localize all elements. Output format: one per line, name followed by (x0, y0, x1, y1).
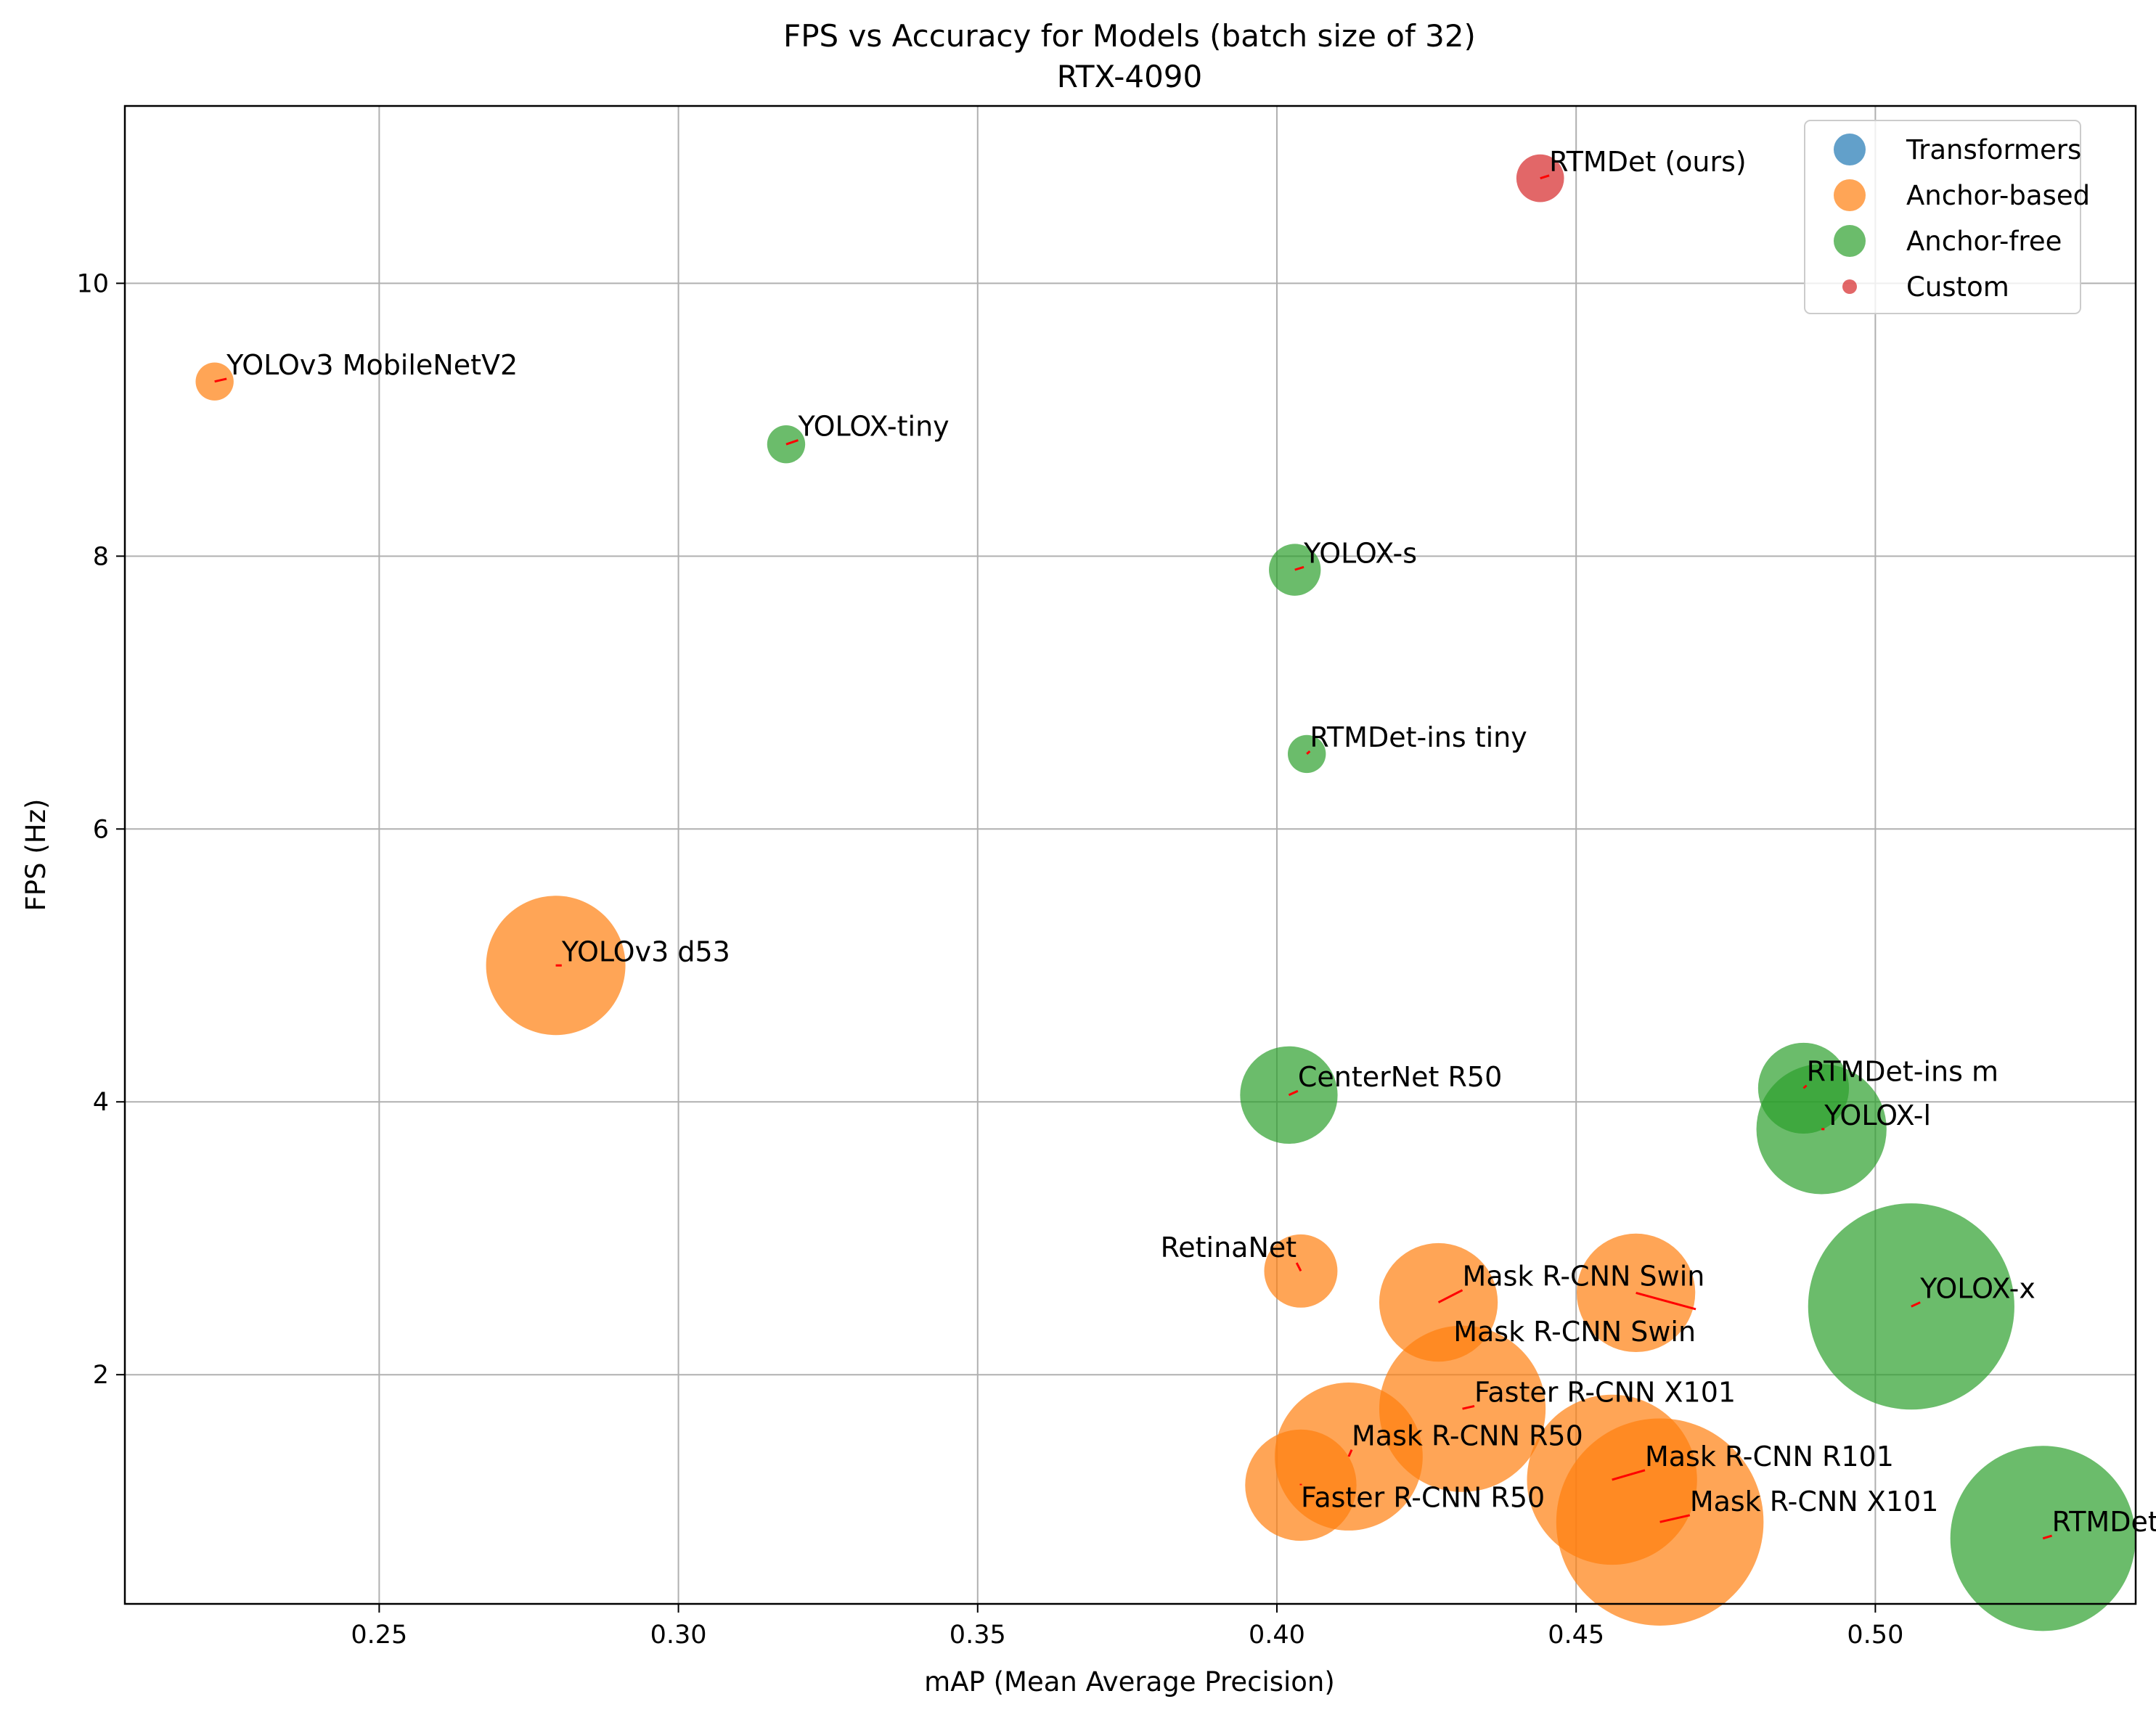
grid (125, 106, 2136, 1604)
label-leader (214, 377, 227, 383)
data-labels: YOLOv3 MobileNetV2 YOLOv3 d53 RetinaNet Mas… (214, 146, 2156, 1540)
point-yolox-s (1269, 544, 1321, 596)
chart-title: FPS vs Accuracy for Models (batch size o… (783, 18, 1476, 54)
label-rtmdet-ins-tiny: RTMDet-ins tiny (1310, 721, 1527, 753)
x-axis-label: mAP (Mean Average Precision) (924, 1666, 1335, 1698)
label-leader (1462, 1404, 1475, 1410)
legend-label-anchor-free: Anchor-free (1906, 226, 2062, 257)
label-leader (1612, 1469, 1646, 1481)
label-yolov3-mobilenetv2: YOLOv3 MobileNetV2 (226, 349, 518, 381)
label-leader (1306, 750, 1311, 755)
y-tick-label: 2 (93, 1361, 109, 1390)
point-retinanet (1264, 1234, 1338, 1308)
legend-marker-transformers (1834, 134, 1866, 165)
label-leader (1911, 1301, 1921, 1308)
y-tick-label: 4 (93, 1088, 109, 1117)
x-tick-label: 0.40 (1249, 1621, 1305, 1650)
label-leader (785, 439, 799, 446)
label-faster-r-cnn-r50: Faster R-CNN R50 (1301, 1482, 1545, 1514)
label-mask-r-cnn-swin: Mask R-CNN Swin (1463, 1261, 1705, 1293)
label-leader (2042, 1534, 2053, 1540)
axis-ticks: 0.25 0.30 0.35 0.40 0.45 0.50 2 4 6 8 10 (76, 269, 1903, 1650)
legend-marker-custom (1842, 279, 1857, 294)
legend-marker-anchor-based (1834, 179, 1866, 211)
label-yolox-l: YOLOX-l (1824, 1099, 1931, 1131)
label-leader (1288, 1089, 1299, 1097)
label-yolox-x: YOLOX-x (1919, 1273, 2035, 1305)
legend-marker-anchor-free (1834, 225, 1866, 257)
label-mask-r-cnn-x101: Mask R-CNN X101 (1690, 1486, 1939, 1518)
y-tick-label: 6 (93, 815, 109, 844)
label-yolov3-d53: YOLOv3 d53 (561, 935, 730, 967)
x-tick-label: 0.30 (650, 1621, 707, 1650)
y-tick-label: 10 (76, 269, 109, 298)
chart-subtitle: RTX-4090 (1057, 59, 1203, 94)
x-tick-label: 0.50 (1847, 1621, 1903, 1650)
label-leader (1802, 1084, 1808, 1089)
label-centernet-r50: CenterNet R50 (1298, 1061, 1502, 1093)
y-axis-label: FPS (Hz) (20, 799, 52, 912)
label-leader (1437, 1289, 1463, 1303)
label-mask-r-cnn-swin: Mask R-CNN Swin (1453, 1316, 1696, 1348)
y-tick-label: 8 (93, 542, 109, 571)
legend: Transformers Anchor-based Anchor-free Custo… (1804, 120, 2090, 314)
label-yolox-s: YOLOX-s (1303, 537, 1417, 569)
label-yolox-tiny: YOLOX-tiny (797, 411, 949, 443)
legend-label-anchor-based: Anchor-based (1906, 180, 2090, 211)
label-mask-r-cnn-r50: Mask R-CNN R50 (1352, 1420, 1583, 1452)
x-tick-label: 0.35 (950, 1621, 1006, 1650)
label-leader (1294, 565, 1304, 571)
label-rtmdet-ours: RTMDet (ours) (1549, 146, 1747, 178)
legend-frame (1804, 120, 2081, 314)
x-tick-label: 0.45 (1548, 1621, 1604, 1650)
label-retinanet: RetinaNet (1161, 1232, 1297, 1264)
plot-frame (123, 105, 2137, 1605)
label-rtmdet-ins-m: RTMDet-ins m (1807, 1056, 1998, 1088)
label-leader (1540, 174, 1550, 180)
x-tick-label: 0.25 (351, 1621, 407, 1650)
label-leader (1659, 1514, 1691, 1523)
legend-label-transformers: Transformers (1906, 134, 2081, 165)
label-rtmdet-x: RTMDet-x (2052, 1506, 2156, 1538)
label-leader (1636, 1291, 1696, 1311)
legend-label-custom: Custom (1906, 271, 2009, 303)
label-leader (1295, 1262, 1302, 1272)
label-leader (1347, 1449, 1353, 1457)
label-mask-r-cnn-r101: Mask R-CNN R101 (1645, 1441, 1894, 1473)
label-faster-r-cnn-x101: Faster R-CNN X101 (1474, 1376, 1736, 1408)
